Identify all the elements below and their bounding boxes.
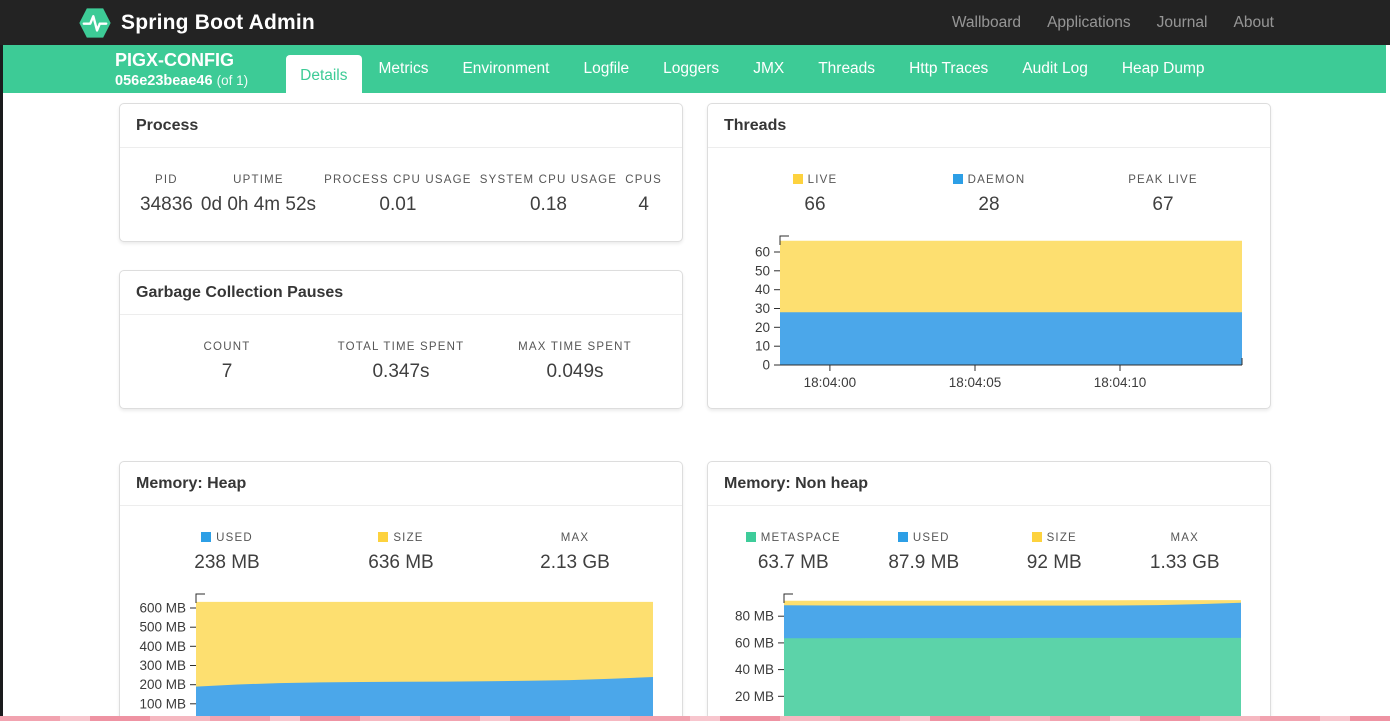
svg-text:60: 60: [755, 245, 770, 260]
svg-text:18:04:10: 18:04:10: [1094, 375, 1147, 390]
card-threads: Threads LIVE 66 DAEMON 28 PEAK LIVE 67 0…: [707, 103, 1271, 409]
app-navbar: PIGX-CONFIG 056e23beae46 (of 1) Details …: [3, 45, 1386, 97]
used-legend-swatch: [201, 532, 212, 542]
tab-jmx[interactable]: JMX: [753, 60, 785, 77]
svg-text:500 MB: 500 MB: [139, 620, 186, 635]
card-header: Process: [120, 104, 682, 148]
left-column: Process PID 34836 UPTIME 0d 0h 4m 52s PR…: [119, 103, 683, 721]
tab-metrics[interactable]: Metrics: [378, 60, 429, 77]
svg-text:80 MB: 80 MB: [735, 609, 774, 624]
nav-link-applications[interactable]: Applications: [1047, 13, 1131, 31]
size-legend-swatch: [1031, 532, 1042, 542]
tab-heap-dump[interactable]: Heap Dump: [1121, 60, 1205, 77]
card-title-threads: Threads: [724, 117, 787, 134]
svg-text:50: 50: [755, 263, 770, 278]
navbar-links: Wallboard Applications Journal About: [952, 14, 1274, 32]
nonheap-stats: METASPACE 63.7 MB USED 87.9 MB SIZE 92 M…: [708, 506, 1270, 574]
svg-text:200 MB: 200 MB: [139, 677, 186, 692]
live-legend-swatch: [792, 174, 803, 184]
svg-text:20: 20: [755, 320, 770, 335]
tab-threads[interactable]: Threads: [818, 60, 876, 77]
svg-text:600 MB: 600 MB: [139, 601, 186, 616]
tab-loggers[interactable]: Loggers: [663, 60, 720, 77]
svg-text:0: 0: [762, 358, 770, 373]
stat-heap-max: MAX 2.13 GB: [540, 532, 610, 573]
nav-link-about[interactable]: About: [1233, 13, 1274, 31]
svg-text:20 MB: 20 MB: [735, 689, 774, 704]
nav-link-journal[interactable]: Journal: [1156, 13, 1208, 31]
instance-line: 056e23beae46 (of 1): [115, 72, 248, 90]
metaspace-legend-swatch: [745, 532, 756, 542]
stat-uptime: UPTIME 0d 0h 4m 52s: [200, 174, 317, 215]
size-legend-swatch: [378, 532, 389, 542]
nav-link-wallboard[interactable]: Wallboard: [951, 13, 1022, 31]
background-window-edge: [0, 45, 3, 721]
stat-gc-count: COUNT 7: [203, 341, 251, 382]
stat-nonheap-metaspace: METASPACE 63.7 MB: [728, 532, 859, 574]
stat-nonheap-size: SIZE 92 MB: [1026, 532, 1082, 573]
svg-text:400 MB: 400 MB: [139, 639, 186, 654]
background-window-bottom: [0, 716, 1390, 721]
card-memory-heap: Memory: Heap USED 238 MB SIZE 636 MB MAX…: [119, 461, 683, 721]
stat-cpus: CPUS 4: [625, 174, 662, 215]
card-title-heap: Memory: Heap: [136, 475, 247, 492]
tab-audit-log[interactable]: Audit Log: [1022, 60, 1088, 77]
card-memory-nonheap: Memory: Non heap METASPACE 63.7 MB USED …: [707, 461, 1271, 721]
daemon-legend-swatch: [952, 174, 963, 184]
threads-stats: LIVE 66 DAEMON 28 PEAK LIVE 67: [708, 148, 1270, 216]
svg-text:100 MB: 100 MB: [139, 696, 186, 711]
used-legend-swatch: [897, 532, 908, 542]
stat-heap-size: SIZE 636 MB: [368, 532, 434, 573]
top-navbar: Spring Boot Admin Wallboard Applications…: [0, 0, 1390, 45]
stat-threads-live: LIVE 66: [728, 174, 902, 216]
svg-text:18:04:00: 18:04:00: [804, 375, 857, 390]
stat-pid: PID 34836: [140, 174, 193, 215]
svg-text:40: 40: [755, 282, 770, 297]
svg-text:40 MB: 40 MB: [735, 662, 774, 677]
svg-text:60 MB: 60 MB: [735, 635, 774, 650]
tab-environment[interactable]: Environment: [462, 60, 550, 77]
stat-process-cpu: PROCESS CPU USAGE 0.01: [324, 174, 472, 215]
stat-gc-max-time: MAX TIME SPENT 0.049s: [518, 341, 632, 382]
card-header: Memory: Non heap: [708, 462, 1270, 506]
details-page: Process PID 34836 UPTIME 0d 0h 4m 52s PR…: [3, 93, 1390, 721]
brand[interactable]: Spring Boot Admin: [78, 6, 315, 40]
threads-chart: 0 10 20 30 40 50 60 18:04:00 18:04:05 18:04:10: [755, 235, 1243, 390]
brand-title: Spring Boot Admin: [121, 10, 315, 34]
spring-boot-admin-logo-icon: [79, 7, 111, 38]
card-title-nonheap: Memory: Non heap: [724, 475, 869, 492]
stat-heap-used: USED 238 MB: [194, 532, 260, 573]
tab-logfile[interactable]: Logfile: [583, 60, 630, 77]
stat-gc-total-time: TOTAL TIME SPENT 0.347s: [337, 341, 465, 382]
tab-http-traces[interactable]: Http Traces: [909, 60, 989, 77]
svg-text:10: 10: [755, 339, 770, 354]
instance-id: 056e23beae46: [115, 72, 213, 89]
card-process: Process PID 34836 UPTIME 0d 0h 4m 52s PR…: [119, 103, 683, 242]
stat-system-cpu: SYSTEM CPU USAGE 0.18: [479, 174, 618, 215]
card-header: Memory: Heap: [120, 462, 682, 506]
stat-threads-peak-live: PEAK LIVE 67: [1128, 174, 1198, 215]
process-stats: PID 34836 UPTIME 0d 0h 4m 52s PROCESS CP…: [120, 148, 682, 216]
svg-text:18:04:05: 18:04:05: [949, 375, 1002, 390]
right-column: Threads LIVE 66 DAEMON 28 PEAK LIVE 67 0…: [707, 103, 1271, 721]
instance-tabs: Details Metrics Environment Logfile Logg…: [286, 45, 1221, 97]
card-header: Threads: [708, 104, 1270, 148]
gc-stats: COUNT 7 TOTAL TIME SPENT 0.347s MAX TIME…: [120, 315, 682, 383]
card-header: Garbage Collection Pauses: [120, 271, 682, 315]
stat-nonheap-used: USED 87.9 MB: [888, 532, 960, 573]
app-info: PIGX-CONFIG 056e23beae46 (of 1): [3, 45, 248, 93]
stat-threads-daemon: DAEMON 28: [902, 174, 1076, 216]
tab-details[interactable]: Details: [286, 55, 362, 97]
svg-text:300 MB: 300 MB: [139, 658, 186, 673]
stat-nonheap-max: MAX 1.33 GB: [1149, 532, 1220, 573]
card-title-gc: Garbage Collection Pauses: [136, 284, 344, 301]
card-title-process: Process: [136, 117, 199, 134]
instance-count: (of 1): [216, 72, 249, 88]
card-garbage-collection: Garbage Collection Pauses COUNT 7 TOTAL …: [119, 270, 683, 409]
svg-text:30: 30: [755, 301, 770, 316]
heap-stats: USED 238 MB SIZE 636 MB MAX 2.13 GB: [120, 506, 682, 574]
app-name: PIGX-CONFIG: [115, 50, 235, 70]
